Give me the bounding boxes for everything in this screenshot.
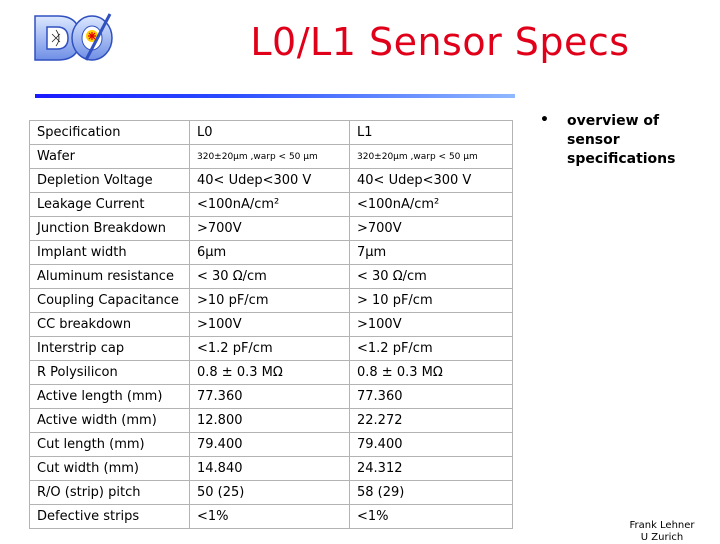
spec-name: Leakage Current: [29, 192, 190, 217]
spec-name: Defective strips: [29, 504, 190, 529]
table-row: Depletion Voltage 40< Udep<300 V 40< Ude…: [29, 168, 513, 193]
table-row: Active width (mm) 12.800 22.272: [29, 408, 513, 433]
l1-value: > 10 pF/cm: [349, 288, 513, 313]
l0-value: >700V: [189, 216, 350, 241]
header-l1: L1: [349, 120, 513, 145]
author-name: Frank Lehner: [629, 520, 695, 531]
spec-name: Active width (mm): [29, 408, 190, 433]
spec-name: Coupling Capacitance: [29, 288, 190, 313]
l1-value: <100nA/cm²: [349, 192, 513, 217]
spec-name: Junction Breakdown: [29, 216, 190, 241]
table-header-row: Specification L0 L1: [29, 120, 513, 145]
table-row: Junction Breakdown >700V >700V: [29, 216, 513, 241]
table-row: Leakage Current <100nA/cm² <100nA/cm²: [29, 192, 513, 217]
sensor-spec-table: Specification L0 L1 Wafer 320±20µm ,warp…: [29, 120, 513, 529]
table-row: Active length (mm) 77.360 77.360: [29, 384, 513, 409]
table-row: Interstrip cap <1.2 pF/cm <1.2 pF/cm: [29, 336, 513, 361]
table-row: Cut length (mm) 79.400 79.400: [29, 432, 513, 457]
spec-name: CC breakdown: [29, 312, 190, 337]
header-l0: L0: [189, 120, 350, 145]
l1-value: <1%: [349, 504, 513, 529]
l1-value: 40< Udep<300 V: [349, 168, 513, 193]
l0-value: 40< Udep<300 V: [189, 168, 350, 193]
spec-name: Cut width (mm): [29, 456, 190, 481]
l1-value: 77.360: [349, 384, 513, 409]
l0-value: <1.2 pF/cm: [189, 336, 350, 361]
l0-value: 6µm: [189, 240, 350, 265]
spec-name: Interstrip cap: [29, 336, 190, 361]
page-title: L0/L1 Sensor Specs: [250, 20, 630, 64]
l1-value: 0.8 ± 0.3 MΩ: [349, 360, 513, 385]
table-row: R Polysilicon 0.8 ± 0.3 MΩ 0.8 ± 0.3 MΩ: [29, 360, 513, 385]
table-row: Aluminum resistance < 30 Ω/cm < 30 Ω/cm: [29, 264, 513, 289]
spec-name: Active length (mm): [29, 384, 190, 409]
l0-value: < 30 Ω/cm: [189, 264, 350, 289]
l1-value: < 30 Ω/cm: [349, 264, 513, 289]
l1-value: 79.400: [349, 432, 513, 457]
table-row: Cut width (mm) 14.840 24.312: [29, 456, 513, 481]
l0-value: 12.800: [189, 408, 350, 433]
spec-name: R/O (strip) pitch: [29, 480, 190, 505]
spec-name: Implant width: [29, 240, 190, 265]
l1-value: 58 (29): [349, 480, 513, 505]
spec-name: Depletion Voltage: [29, 168, 190, 193]
l1-value: >100V: [349, 312, 513, 337]
l1-value: 320±20µm ,warp < 50 µm: [349, 144, 513, 169]
spec-name: Cut length (mm): [29, 432, 190, 457]
l1-value: <1.2 pF/cm: [349, 336, 513, 361]
l0-value: >100V: [189, 312, 350, 337]
l0-value: 79.400: [189, 432, 350, 457]
l0-value: <1%: [189, 504, 350, 529]
table-row: Implant width 6µm 7µm: [29, 240, 513, 265]
table-row: R/O (strip) pitch 50 (25) 58 (29): [29, 480, 513, 505]
author-credit: Frank Lehner U Zurich: [612, 520, 712, 544]
title-divider: [35, 94, 515, 98]
l1-value: 24.312: [349, 456, 513, 481]
author-affiliation: U Zurich: [640, 532, 684, 543]
bullet-symbol: •: [540, 112, 549, 128]
table-row: Wafer 320±20µm ,warp < 50 µm 320±20µm ,w…: [29, 144, 513, 169]
l0-value: 14.840: [189, 456, 350, 481]
table-row: Coupling Capacitance >10 pF/cm > 10 pF/c…: [29, 288, 513, 313]
l0-value: >10 pF/cm: [189, 288, 350, 313]
l0-value: 50 (25): [189, 480, 350, 505]
spec-name: Aluminum resistance: [29, 264, 190, 289]
l0-value: 320±20µm ,warp < 50 µm: [189, 144, 350, 169]
l1-value: 7µm: [349, 240, 513, 265]
spec-name: Wafer: [29, 144, 190, 169]
bullet-text: overview of sensor specifications: [567, 113, 676, 167]
table-row: CC breakdown >100V >100V: [29, 312, 513, 337]
l0-value: 77.360: [189, 384, 350, 409]
header-specification: Specification: [29, 120, 190, 145]
l0-value: 0.8 ± 0.3 MΩ: [189, 360, 350, 385]
l1-value: 22.272: [349, 408, 513, 433]
l1-value: >700V: [349, 216, 513, 241]
table-row: Defective strips <1% <1%: [29, 504, 513, 529]
spec-name: R Polysilicon: [29, 360, 190, 385]
l0-value: <100nA/cm²: [189, 192, 350, 217]
d0-logo: [34, 13, 113, 61]
